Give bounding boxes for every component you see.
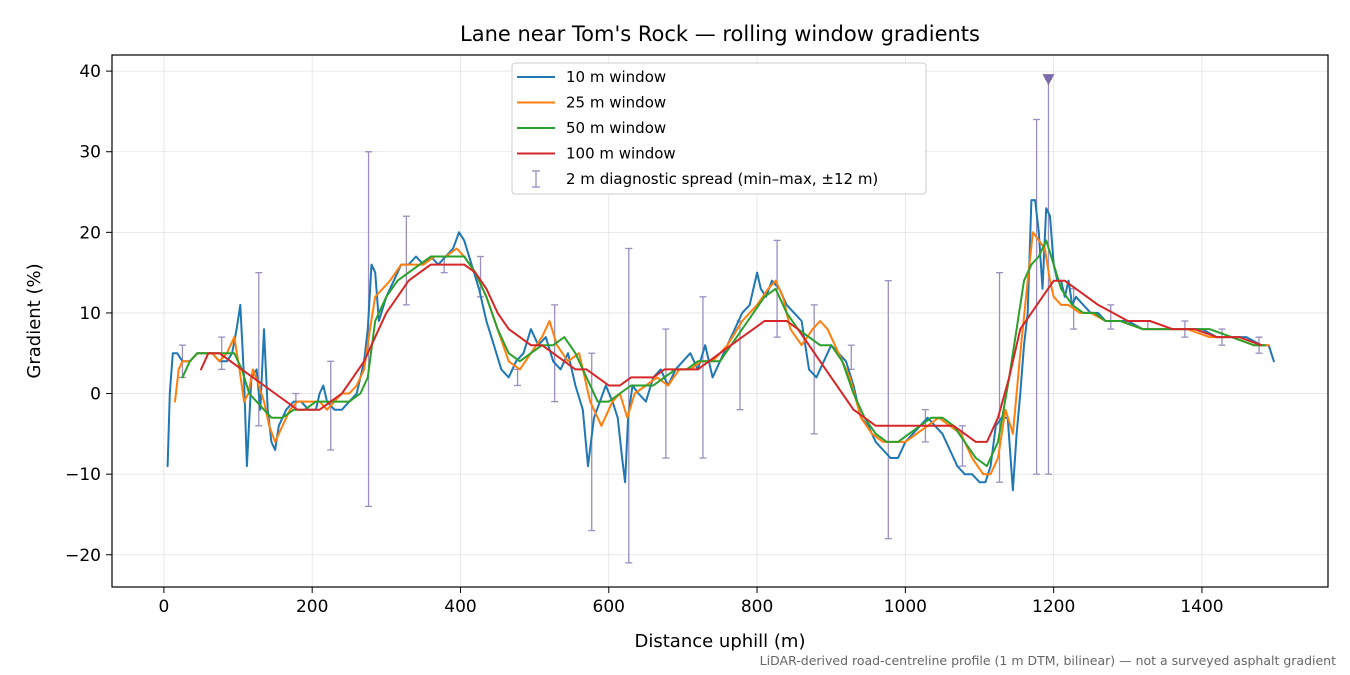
footnote: LiDAR-derived road-centreline profile (1… xyxy=(760,653,1336,668)
y-tick-label: 10 xyxy=(79,304,101,324)
errorbar xyxy=(514,368,522,387)
x-tick-label: 200 xyxy=(296,597,328,617)
errorbar xyxy=(884,280,892,540)
errorbar xyxy=(1107,304,1115,330)
y-tick-label: 0 xyxy=(90,385,101,405)
legend-item: 50 m window xyxy=(517,119,666,137)
y-tick-label: 40 xyxy=(79,62,101,82)
errorbar xyxy=(699,296,707,459)
legend-items: 10 m window 25 m window 50 m window 100 m w… xyxy=(517,68,878,188)
series-line-2 xyxy=(174,231,1270,476)
legend-label: 2 m diagnostic spread (min–max, ±12 m) xyxy=(566,170,878,188)
legend-label: 50 m window xyxy=(566,119,666,137)
x-tick-label: 600 xyxy=(593,597,625,617)
legend-label: 25 m window xyxy=(566,94,666,112)
errorbar xyxy=(662,328,670,459)
x-tick-label: 1400 xyxy=(1180,597,1223,617)
chart-title: Lane near Tom's Rock — rolling window gr… xyxy=(460,22,980,46)
y-tick-label: 30 xyxy=(79,143,101,163)
x-tick-label: 400 xyxy=(444,597,476,617)
y-axis-label: Gradient (%) xyxy=(24,263,45,378)
x-axis-label: Distance uphill (m) xyxy=(635,631,806,652)
x-tick-label: 0 xyxy=(158,597,169,617)
peak-marker xyxy=(1042,74,1055,86)
errorbar xyxy=(402,215,410,306)
y-tick-label: −20 xyxy=(65,546,101,566)
x-tick-label: 1000 xyxy=(884,597,927,617)
plot-frame xyxy=(111,54,1329,588)
legend-item: 100 m window xyxy=(517,145,676,163)
legend-item: 2 m diagnostic spread (min–max, ±12 m) xyxy=(532,170,878,188)
y-axis-ticks: −20 −10 0 10 20 30 40 xyxy=(65,62,112,566)
x-tick-label: 800 xyxy=(741,597,773,617)
errorbar xyxy=(1033,118,1041,475)
errorbar xyxy=(847,344,855,371)
legend-label: 100 m window xyxy=(566,145,676,163)
legend: 10 m window 25 m window 50 m window 100 m w… xyxy=(511,62,927,195)
x-axis-ticks: 0 200 400 600 800 1000 1200 1400 xyxy=(158,587,1224,617)
marker-layer xyxy=(1042,74,1055,86)
legend-item: 25 m window xyxy=(517,94,666,112)
legend-label: 10 m window xyxy=(566,68,666,86)
series-layer xyxy=(166,199,1275,492)
series-line-1 xyxy=(166,199,1275,492)
legend-box xyxy=(511,62,927,195)
x-tick-label: 1200 xyxy=(1032,597,1075,617)
y-tick-label: 20 xyxy=(79,223,101,243)
series-line-4 xyxy=(200,263,1263,443)
legend-item: 10 m window xyxy=(517,68,666,86)
errorbar xyxy=(1144,320,1152,330)
y-tick-label: −10 xyxy=(65,465,101,485)
